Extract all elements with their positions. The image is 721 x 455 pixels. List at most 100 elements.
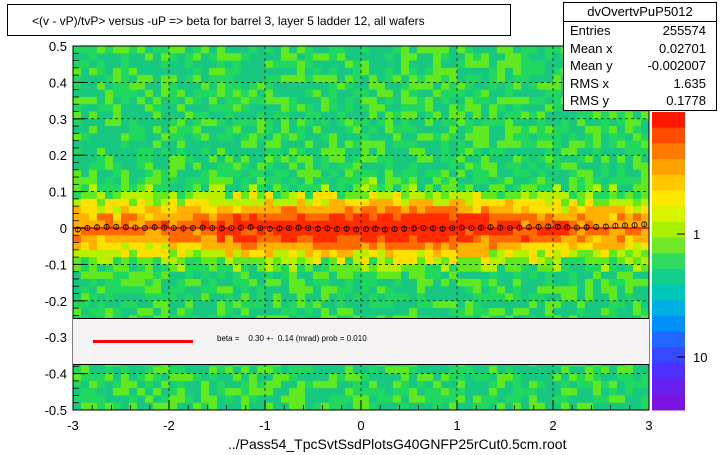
- heatmap-cell: [137, 118, 146, 127]
- heatmap-cell: [129, 46, 138, 54]
- heatmap-cell: [521, 75, 530, 83]
- heatmap-cell: [369, 242, 378, 251]
- heatmap-cell: [585, 220, 594, 229]
- heatmap-cell: [297, 140, 306, 149]
- heatmap-cell: [321, 213, 330, 222]
- heatmap-cell: [113, 271, 122, 280]
- heatmap-cell: [521, 104, 530, 112]
- heatmap-cell: [497, 228, 506, 236]
- heatmap-cell: [161, 118, 170, 127]
- heatmap-cell: [201, 198, 210, 207]
- heatmap-cell: [545, 184, 554, 192]
- heatmap-cell: [377, 118, 386, 127]
- heatmap-cell: [129, 118, 138, 127]
- heatmap-cell: [633, 213, 642, 222]
- heatmap-cell: [113, 366, 122, 374]
- heatmap-cell: [289, 366, 298, 374]
- profile-point: [381, 226, 388, 233]
- heatmap-cell: [465, 155, 474, 163]
- heatmap-cell: [329, 133, 338, 142]
- heatmap-cell: [81, 257, 90, 265]
- heatmap-cell: [425, 235, 434, 243]
- heatmap-cell: [81, 162, 90, 171]
- heatmap-cell: [353, 104, 362, 112]
- heatmap-cell: [321, 278, 330, 287]
- profile-point: [410, 225, 417, 232]
- heatmap-cell: [313, 264, 322, 273]
- heatmap-cell: [377, 286, 386, 294]
- heatmap-cell: [521, 286, 530, 294]
- heatmap-cell: [265, 162, 274, 171]
- heatmap-cell: [145, 286, 154, 294]
- heatmap-cell: [289, 271, 298, 280]
- heatmap-cell: [201, 264, 210, 273]
- heatmap-cell: [281, 104, 290, 112]
- heatmap-cell: [577, 155, 586, 163]
- heatmap-cell: [425, 169, 434, 178]
- heatmap-cell: [233, 155, 242, 163]
- heatmap-cell: [177, 118, 186, 127]
- heatmap-cell: [561, 169, 570, 178]
- heatmap-cell: [121, 264, 130, 273]
- heatmap-cell: [209, 140, 218, 149]
- heatmap-cell: [313, 162, 322, 171]
- heatmap-cell: [385, 271, 394, 280]
- heatmap-cell: [177, 271, 186, 280]
- heatmap-cell: [497, 206, 506, 214]
- heatmap-cell: [209, 395, 218, 404]
- heatmap-cell: [449, 155, 458, 163]
- heatmap-cell: [297, 264, 306, 273]
- heatmap-cell: [377, 162, 386, 171]
- heatmap-cell: [329, 126, 338, 134]
- heatmap-cell: [369, 184, 378, 192]
- heatmap-cell: [137, 300, 146, 309]
- heatmap-cell: [73, 366, 82, 374]
- heatmap-cell: [497, 118, 506, 127]
- heatmap-cell: [441, 220, 450, 229]
- heatmap-cell: [497, 235, 506, 243]
- heatmap-cell: [529, 242, 538, 251]
- heatmap-cell: [281, 162, 290, 171]
- heatmap-cell: [593, 308, 602, 316]
- heatmap-cell: [393, 67, 402, 76]
- heatmap-cell: [265, 300, 274, 309]
- heatmap-cell: [129, 155, 138, 163]
- heatmap-cell: [529, 89, 538, 98]
- heatmap-cell: [185, 118, 194, 127]
- heatmap-cell: [561, 235, 570, 243]
- heatmap-cell: [153, 380, 162, 389]
- heatmap-cell: [145, 60, 154, 69]
- heatmap-cell: [577, 140, 586, 149]
- heatmap-cell: [209, 293, 218, 302]
- heatmap-cell: [177, 46, 186, 54]
- colorbar-step: [652, 127, 685, 144]
- heatmap-cell: [409, 96, 418, 105]
- heatmap-cell: [105, 395, 114, 404]
- heatmap-cell: [465, 402, 474, 411]
- heatmap-cell: [281, 118, 290, 127]
- heatmap-cell: [369, 155, 378, 163]
- heatmap-cell: [265, 395, 274, 404]
- heatmap-cell: [121, 235, 130, 243]
- heatmap-cell: [497, 89, 506, 98]
- heatmap-cell: [449, 111, 458, 120]
- heatmap-cell: [601, 308, 610, 316]
- heatmap-cell: [409, 169, 418, 178]
- heatmap-cell: [313, 388, 322, 396]
- heatmap-cell: [209, 366, 218, 374]
- heatmap-cell: [201, 242, 210, 251]
- profile-point: [305, 224, 312, 231]
- heatmap-cell: [353, 293, 362, 302]
- heatmap-cell: [361, 249, 370, 258]
- profile-point: [295, 224, 302, 231]
- heatmap-cell: [209, 300, 218, 309]
- heatmap-cell: [441, 82, 450, 91]
- heatmap-cell: [249, 162, 258, 171]
- heatmap-cell: [241, 75, 250, 83]
- heatmap-cell: [281, 257, 290, 265]
- heatmap-cell: [521, 235, 530, 243]
- heatmap-cell: [385, 104, 394, 112]
- heatmap-cell: [545, 300, 554, 309]
- heatmap-cell: [449, 264, 458, 273]
- heatmap-cell: [601, 264, 610, 273]
